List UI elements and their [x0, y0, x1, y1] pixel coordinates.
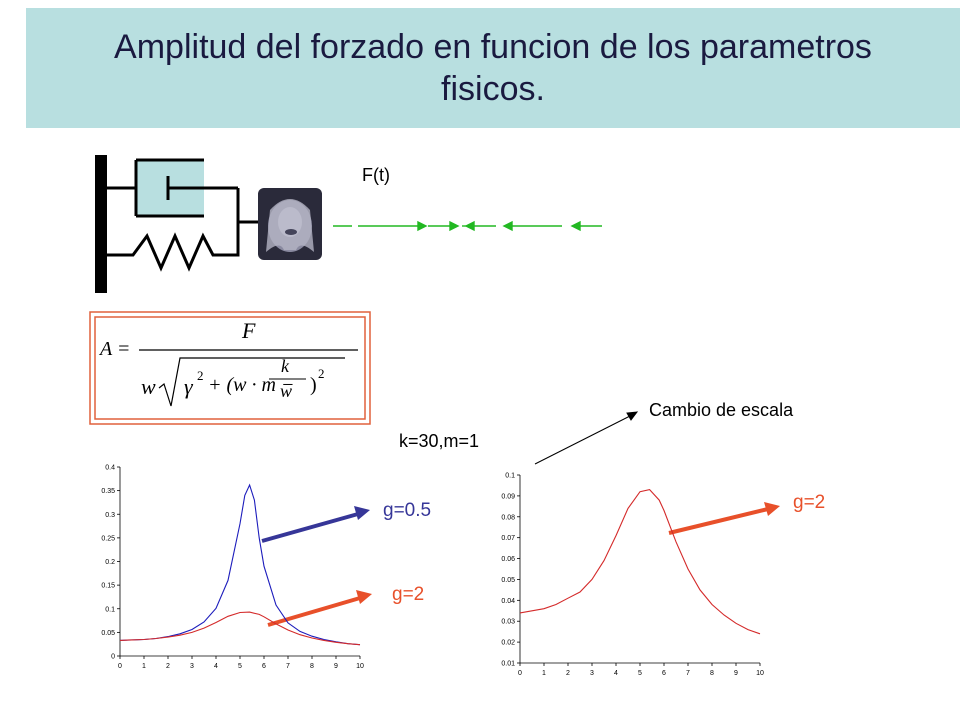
x-tick-label: 2 — [166, 663, 170, 670]
y-tick-label: 0.01 — [501, 661, 515, 668]
x-tick-label: 9 — [734, 670, 738, 677]
formula-lhs: A = — [100, 338, 131, 360]
x-tick-label: 8 — [710, 670, 714, 677]
x-tick-label: 6 — [662, 670, 666, 677]
formula-mid: + (w · m − — [208, 374, 295, 396]
formula-gamma: γ — [184, 374, 193, 399]
x-tick-label: 4 — [214, 663, 218, 670]
params-label: k=30,m=1 — [399, 431, 480, 451]
formula-frac-k: k — [281, 356, 289, 376]
x-tick-label: 7 — [286, 663, 290, 670]
formula-exp: 2 — [197, 368, 204, 383]
y-tick-label: 0.08 — [501, 514, 515, 521]
y-tick-label: 0.05 — [501, 577, 515, 584]
x-tick-label: 6 — [262, 663, 266, 670]
chart-axes — [517, 474, 761, 666]
x-tick-label: 4 — [614, 670, 618, 677]
x-tick-label: 1 — [542, 670, 546, 677]
chart-axes — [117, 466, 361, 659]
x-tick-label: 3 — [190, 663, 194, 670]
y-tick-label: 0.35 — [101, 488, 115, 495]
series-line-g-2 — [519, 488, 761, 635]
slide-title: Amplitud del forzado en funcion de los p… — [114, 28, 872, 108]
y-tick-label: 0.3 — [105, 512, 115, 519]
y-tick-label: 0.02 — [501, 640, 515, 647]
formula-close-exp: 2 — [318, 366, 325, 381]
title-banner: Amplitud del forzado en funcion de los p… — [26, 8, 960, 128]
y-tick-label: 0.07 — [501, 535, 515, 542]
x-tick-label: 8 — [310, 663, 314, 670]
series-line-g-2 — [119, 611, 361, 646]
x-tick-label: 1 — [142, 663, 146, 670]
y-tick-label: 0.06 — [501, 556, 515, 563]
x-tick-label: 5 — [638, 670, 642, 677]
y-tick-label: 0.03 — [501, 619, 515, 626]
formula-w: w — [141, 374, 156, 399]
x-tick-label: 7 — [686, 670, 690, 677]
x-tick-label: 9 — [334, 663, 338, 670]
formula-frac-w: w — [280, 381, 293, 401]
label-g05: g=0.5 — [383, 500, 432, 521]
x-tick-label: 5 — [238, 663, 242, 670]
y-tick-label: 0.1 — [505, 473, 515, 480]
y-tick-label: 0.1 — [105, 606, 115, 613]
x-tick-label: 10 — [756, 670, 764, 677]
x-tick-label: 2 — [566, 670, 570, 677]
y-tick-label: 0 — [111, 654, 115, 661]
x-tick-label: 10 — [356, 663, 364, 670]
y-tick-label: 0.25 — [101, 535, 115, 542]
y-tick-label: 0.2 — [105, 559, 115, 566]
y-tick-label: 0.15 — [101, 583, 115, 590]
y-tick-label: 0.4 — [105, 465, 115, 472]
y-tick-label: 0.04 — [501, 598, 515, 605]
label-g2-right: g=2 — [793, 492, 826, 513]
x-tick-label: 0 — [118, 663, 122, 670]
y-tick-label: 0.05 — [101, 630, 115, 637]
formula-numerator: F — [242, 318, 256, 343]
y-tick-label: 0.09 — [501, 493, 515, 500]
formula-close: ) — [310, 374, 317, 396]
label-g2-left: g=2 — [392, 584, 425, 605]
x-tick-label: 3 — [590, 670, 594, 677]
x-tick-label: 0 — [518, 670, 522, 677]
scale-note: Cambio de escala — [649, 400, 794, 420]
force-label: F(t) — [362, 165, 390, 185]
